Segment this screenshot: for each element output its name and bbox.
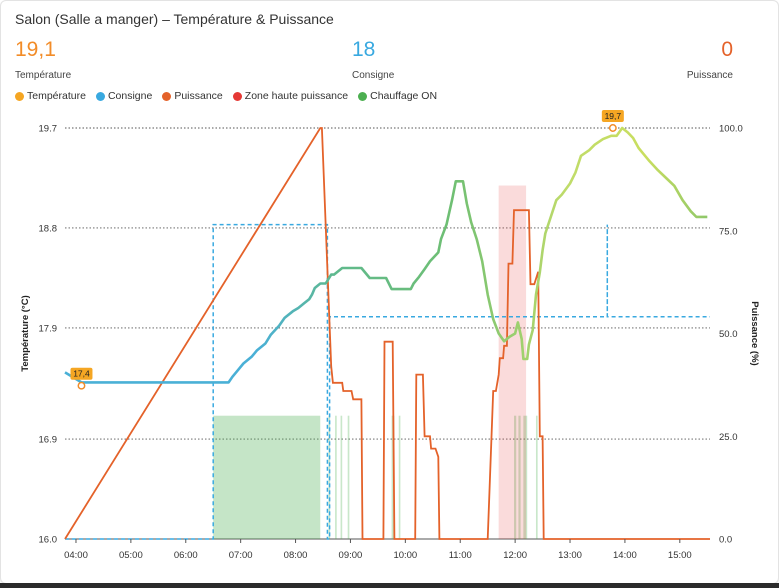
y-right-tick-label: 25.0 — [719, 432, 738, 443]
y-right-tick-label: 75.0 — [719, 226, 738, 237]
legend-item-zone-haute[interactable]: Zone haute puissance — [232, 90, 349, 102]
annotations: 17,4 19,7 — [70, 110, 624, 390]
legend-item-chauffage[interactable]: Chauffage ON — [358, 90, 437, 102]
annotation-marker — [608, 124, 617, 132]
stat-puissance-label: Puissance — [686, 70, 733, 81]
legend-label: Consigne — [107, 90, 153, 102]
x-tick-label: 14:00 — [613, 550, 637, 561]
x-tick-label: 04:00 — [64, 550, 88, 561]
taskbar-strip — [0, 583, 779, 588]
x-tick-label: 05:00 — [119, 550, 143, 561]
band-chauffage-on-stripe — [398, 415, 401, 539]
annotation-marker — [77, 381, 86, 390]
annotation-label: 19,7 — [605, 111, 622, 121]
y-left-tick-label: 17.9 — [39, 323, 58, 334]
x-tick-label: 11:00 — [449, 550, 472, 561]
x-tick-label: 06:00 — [174, 550, 198, 561]
x-tick-label: 12:00 — [503, 550, 527, 561]
stat-temperature: 19,1 Température — [15, 38, 71, 81]
band-chauffage-on-stripe — [340, 415, 343, 539]
stat-temperature-label: Température — [15, 70, 72, 81]
stat-consigne-value: 18 — [352, 38, 376, 61]
y-right-tick-label: 50.0 — [719, 329, 738, 340]
stat-puissance-value: 0 — [721, 38, 733, 61]
stat-temperature-value: 19,1 — [15, 38, 56, 61]
band-chauffage-on-stripe — [518, 415, 521, 539]
series-consigne-line — [65, 223, 710, 540]
y-left-tick-label: 16.0 — [39, 535, 58, 546]
y-left-tick-label: 19.7 — [39, 124, 58, 135]
chart-legend: Température Consigne Puissance Zone haut… — [15, 90, 437, 102]
grid — [65, 127, 710, 540]
stat-puissance: 0 Puissance — [687, 38, 733, 81]
legend-item-puissance[interactable]: Puissance — [162, 90, 223, 102]
legend-dot-icon — [162, 91, 172, 101]
y-left-axis-title: Température (°C) — [20, 295, 31, 371]
legend-dot-icon — [358, 91, 368, 101]
legend-dot-icon — [232, 91, 242, 101]
x-tick-label: 15:00 — [668, 550, 692, 561]
y-left-tick-label: 16.9 — [39, 435, 58, 446]
y-left-tick-label: 18.8 — [39, 223, 58, 234]
y-right-tick-label: 0.0 — [719, 535, 732, 546]
legend-item-temperature[interactable]: Température — [15, 90, 86, 102]
band-chauffage-on-stripe — [335, 415, 337, 539]
stat-consigne-label: Consigne — [352, 70, 395, 81]
x-tick-label: 09:00 — [339, 550, 363, 561]
band-chauffage-on-stripe — [523, 415, 528, 539]
annotation-badge — [70, 367, 93, 380]
x-tick-label: 10:00 — [393, 550, 417, 561]
band-chauffage-on — [213, 415, 321, 539]
legend-label: Zone haute puissance — [244, 90, 349, 102]
band-chauffage-on-stripe — [535, 415, 538, 539]
y-right-axis-title: Puissance (%) — [749, 301, 760, 365]
legend-label: Puissance — [174, 90, 223, 102]
band-chauffage-on-stripe — [514, 415, 517, 539]
annotation-label: 17,4 — [73, 369, 90, 379]
series — [64, 126, 710, 540]
card-title: Salon (Salle a manger) – Température & P… — [15, 11, 334, 27]
legend-dot-icon — [15, 91, 24, 101]
axes: 16.0 16.9 17.9 18.8 19.7 0.0 25.0 50.0 75.0 100.0… — [20, 124, 760, 562]
x-tick-label: 08:00 — [284, 550, 308, 561]
x-tick-label: 07:00 — [229, 550, 253, 561]
legend-dot-icon — [95, 91, 105, 101]
stat-consigne: 18 Consigne — [352, 38, 394, 81]
band-chauffage-on-stripe — [347, 415, 350, 539]
x-tick-label: 13:00 — [558, 550, 582, 561]
series-temperature-line — [64, 126, 708, 384]
series-puissance-line — [64, 127, 710, 540]
y-right-tick-label: 100.0 — [719, 124, 743, 135]
annotation-badge — [601, 110, 624, 122]
legend-label: Chauffage ON — [370, 90, 438, 102]
legend-item-consigne[interactable]: Consigne — [95, 90, 153, 102]
legend-label: Température — [27, 90, 86, 102]
